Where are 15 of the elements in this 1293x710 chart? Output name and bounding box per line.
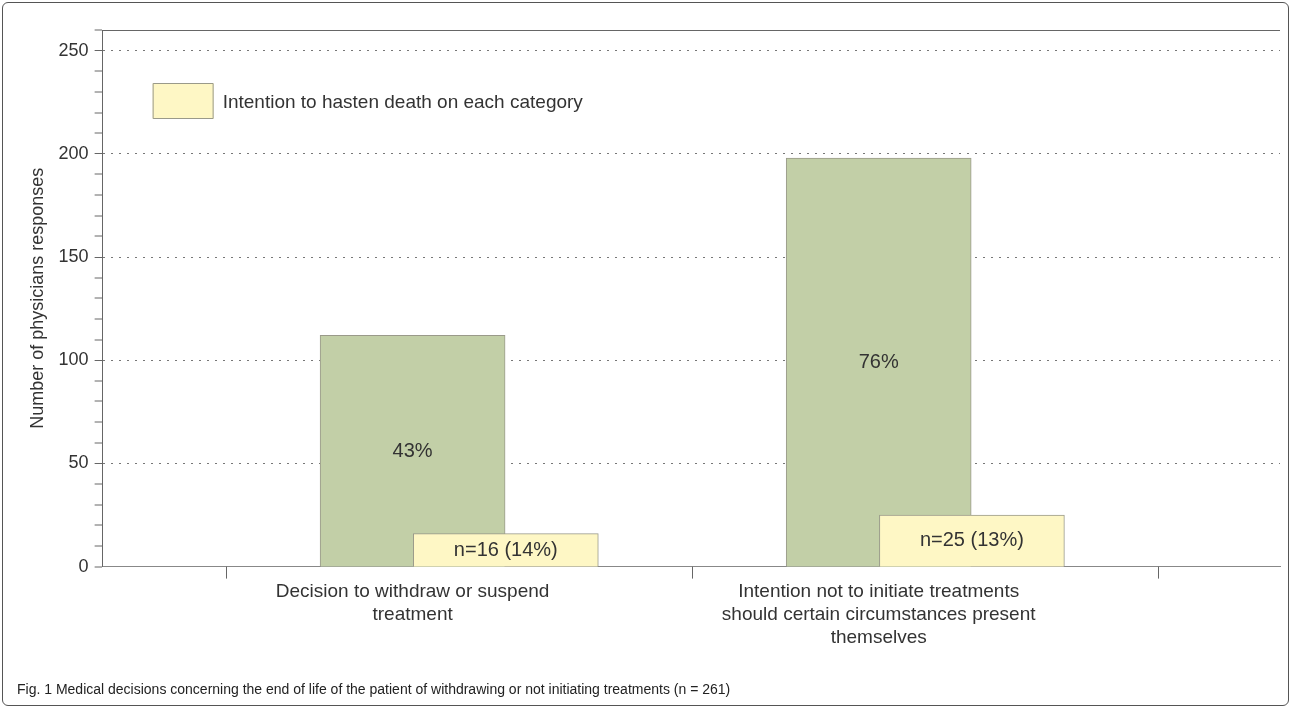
caption: Fig. 1 Medical decisions concerning the end of life of the patient of withdrawing or not initiating treatments (n = 261) (17, 681, 731, 697)
data-label: n=16 (14%) (453, 537, 558, 560)
y-tick-label: 150 (58, 245, 89, 266)
legend-label: Intention to hasten death on each category (222, 91, 584, 113)
y-axis-title: Number of physicians responses (26, 167, 47, 429)
y-tick-label: 100 (58, 349, 89, 370)
y-tick-label: 50 (68, 452, 89, 473)
annotation: 43% (392, 438, 433, 461)
x-tick-label: Intention not to initiate treatments should certain circumstances present themselves (721, 580, 1037, 647)
y-tick-label: 200 (58, 142, 89, 163)
annotation: 76% (858, 349, 899, 372)
data-label: n=25 (13%) (919, 528, 1024, 551)
y-tick-label: 0 (78, 555, 89, 576)
x-tick-label: Decision to withdraw or suspend treatment (275, 580, 550, 625)
y-tick-label: 250 (58, 39, 89, 60)
